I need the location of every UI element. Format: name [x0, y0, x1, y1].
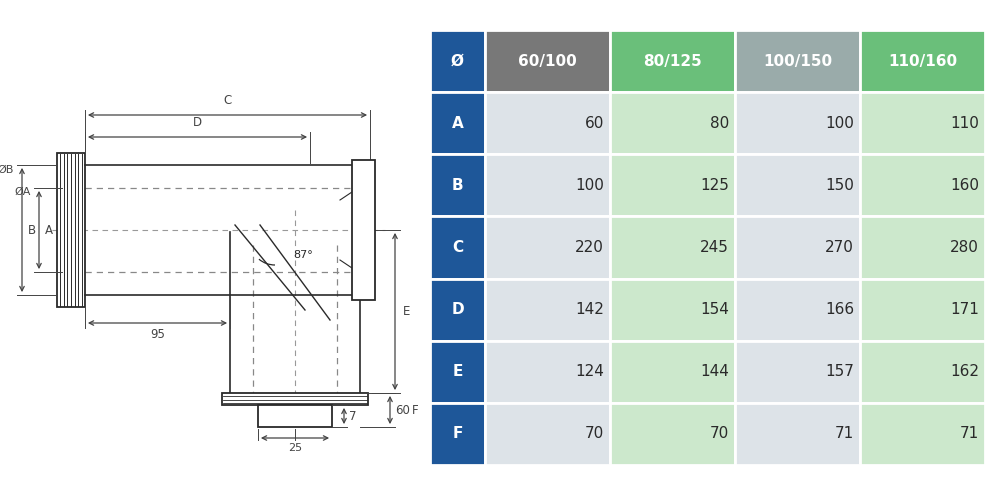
Text: 110: 110: [950, 116, 979, 130]
Text: 70: 70: [585, 426, 604, 442]
Bar: [430, 30, 485, 92]
Text: Ø: Ø: [451, 54, 464, 68]
Text: 124: 124: [575, 364, 604, 380]
Bar: [485, 154, 610, 216]
Bar: [860, 340, 985, 403]
Text: 162: 162: [950, 364, 979, 380]
Bar: [735, 92, 860, 154]
Text: 154: 154: [700, 302, 729, 317]
Text: E: E: [403, 305, 410, 318]
Text: 71: 71: [835, 426, 854, 442]
Text: 71: 71: [960, 426, 979, 442]
Text: B: B: [28, 224, 36, 236]
Bar: [485, 278, 610, 340]
Bar: [735, 30, 860, 92]
Bar: [860, 216, 985, 278]
Text: 100: 100: [575, 178, 604, 193]
Bar: [735, 403, 860, 465]
Text: E: E: [452, 364, 463, 380]
Bar: [485, 92, 610, 154]
Text: 270: 270: [825, 240, 854, 255]
Text: F: F: [452, 426, 463, 442]
Bar: [352, 160, 375, 300]
Bar: [735, 154, 860, 216]
Text: 70: 70: [710, 426, 729, 442]
Text: 60/100: 60/100: [518, 54, 577, 68]
Text: 100/150: 100/150: [763, 54, 832, 68]
Bar: [430, 278, 485, 340]
Text: 220: 220: [575, 240, 604, 255]
Text: 157: 157: [825, 364, 854, 380]
Text: 150: 150: [825, 178, 854, 193]
Text: F: F: [412, 404, 419, 416]
Bar: [610, 278, 735, 340]
Bar: [430, 92, 485, 154]
Bar: [430, 403, 485, 465]
Bar: [860, 403, 985, 465]
Bar: [610, 340, 735, 403]
Text: B: B: [452, 178, 463, 193]
Bar: [860, 278, 985, 340]
Bar: [222, 393, 368, 405]
Bar: [860, 92, 985, 154]
Text: 110/160: 110/160: [888, 54, 957, 68]
Bar: [430, 154, 485, 216]
Text: 95: 95: [150, 328, 165, 341]
Text: 142: 142: [575, 302, 604, 317]
Text: D: D: [193, 116, 202, 129]
Bar: [485, 216, 610, 278]
Text: A: A: [452, 116, 463, 130]
Text: 280: 280: [950, 240, 979, 255]
Text: 144: 144: [700, 364, 729, 380]
Bar: [57, 153, 85, 307]
Bar: [610, 216, 735, 278]
Text: 166: 166: [825, 302, 854, 317]
Text: C: C: [223, 94, 232, 107]
Bar: [735, 216, 860, 278]
Bar: [430, 340, 485, 403]
Text: 25: 25: [288, 443, 302, 453]
Text: 171: 171: [950, 302, 979, 317]
Text: ØA: ØA: [15, 187, 31, 197]
Text: C: C: [452, 240, 463, 255]
Text: 80: 80: [710, 116, 729, 130]
Bar: [610, 403, 735, 465]
Bar: [610, 92, 735, 154]
Bar: [610, 154, 735, 216]
Text: A: A: [45, 224, 53, 236]
Text: 125: 125: [700, 178, 729, 193]
Bar: [485, 403, 610, 465]
Bar: [610, 30, 735, 92]
Text: ØB: ØB: [0, 165, 14, 175]
Text: 80/125: 80/125: [643, 54, 702, 68]
Bar: [430, 216, 485, 278]
Text: 100: 100: [825, 116, 854, 130]
Text: 60: 60: [395, 404, 410, 416]
Bar: [860, 154, 985, 216]
Bar: [485, 340, 610, 403]
Text: 87°: 87°: [293, 250, 313, 260]
Bar: [860, 30, 985, 92]
Bar: [485, 30, 610, 92]
Text: D: D: [451, 302, 464, 317]
Text: 7: 7: [349, 410, 356, 422]
Bar: [735, 340, 860, 403]
Text: 245: 245: [700, 240, 729, 255]
Text: 60: 60: [585, 116, 604, 130]
Bar: [258, 405, 332, 427]
Text: 160: 160: [950, 178, 979, 193]
Bar: [735, 278, 860, 340]
